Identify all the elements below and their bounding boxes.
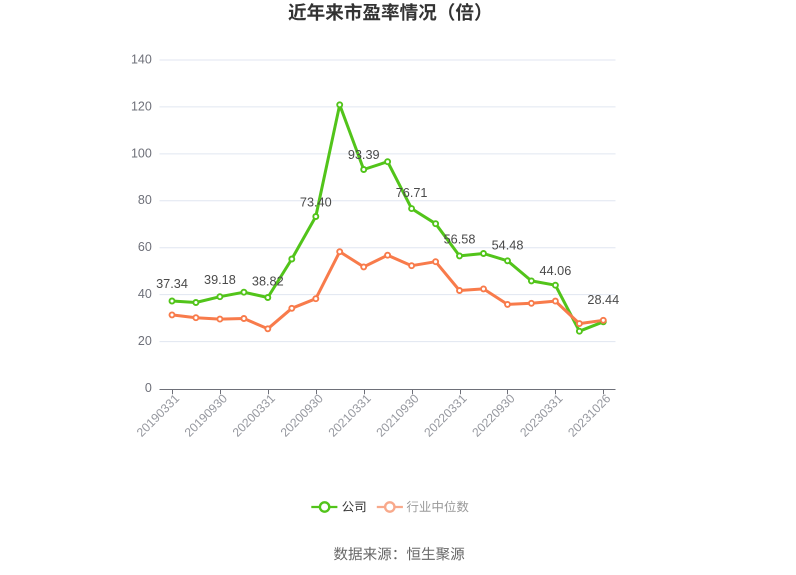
- svg-text:140: 140: [131, 52, 152, 66]
- svg-text:20: 20: [138, 334, 152, 348]
- svg-text:0: 0: [145, 381, 152, 395]
- svg-text:38.82: 38.82: [252, 274, 284, 288]
- svg-text:37.34: 37.34: [156, 277, 188, 291]
- svg-text:44.06: 44.06: [540, 264, 572, 278]
- svg-text:100: 100: [131, 146, 152, 160]
- svg-text:54.48: 54.48: [492, 238, 524, 252]
- svg-text:39.18: 39.18: [204, 273, 236, 287]
- svg-text:76.71: 76.71: [396, 186, 428, 200]
- svg-text:60: 60: [138, 240, 152, 254]
- svg-text:93.39: 93.39: [348, 148, 380, 162]
- svg-text:40: 40: [138, 287, 152, 301]
- svg-text:120: 120: [131, 99, 152, 113]
- svg-text:56.58: 56.58: [444, 233, 476, 247]
- svg-text:73.40: 73.40: [300, 195, 332, 209]
- svg-text:28.44: 28.44: [587, 293, 619, 307]
- svg-text:80: 80: [138, 193, 152, 207]
